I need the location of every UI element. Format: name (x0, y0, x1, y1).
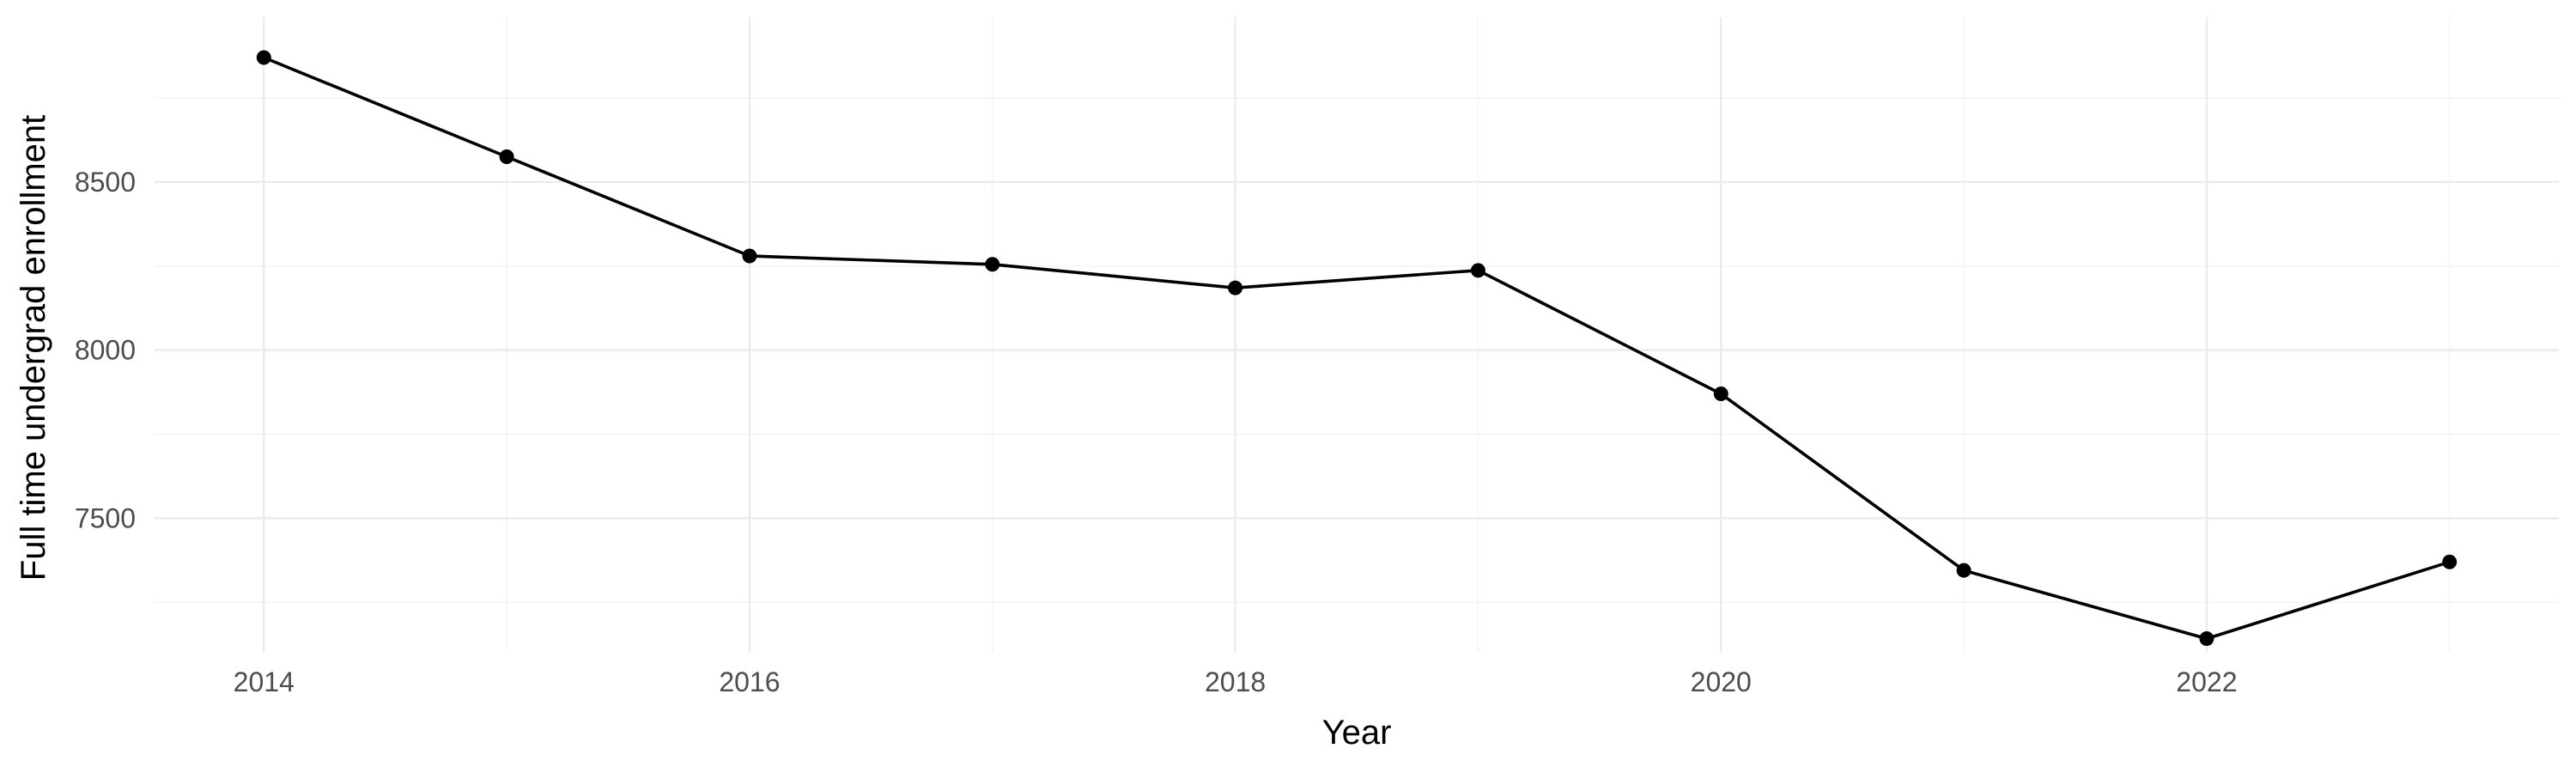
x-axis-tick-labels: 2014 2016 2018 2020 2022 (234, 666, 2238, 697)
data-point (1713, 386, 1728, 402)
y-tick-label: 8000 (75, 335, 136, 366)
y-axis-tick-labels: 7500 8000 8500 (75, 167, 136, 534)
data-point (985, 257, 1000, 272)
data-point (2199, 631, 2215, 647)
data-point (499, 149, 514, 164)
x-tick-label: 2014 (234, 666, 295, 697)
x-tick-label: 2022 (2176, 666, 2237, 697)
x-axis-title: Year (1322, 714, 1392, 752)
data-point (742, 248, 757, 264)
x-tick-label: 2020 (1691, 666, 1752, 697)
data-point (256, 50, 271, 65)
y-axis-title: Full time undergrad enrollment (15, 115, 52, 581)
data-point (1956, 563, 1971, 578)
data-point (1228, 280, 1243, 295)
y-tick-label: 7500 (75, 502, 136, 533)
data-point (2442, 554, 2458, 569)
y-tick-label: 8500 (75, 167, 136, 198)
x-tick-label: 2016 (719, 666, 780, 697)
series-layer (263, 56, 2451, 641)
data-points (256, 50, 2458, 647)
x-tick-label: 2018 (1205, 666, 1266, 697)
series-line (263, 56, 2451, 641)
major-gridlines (155, 17, 2559, 653)
data-point (1470, 263, 1485, 278)
minor-gridlines (155, 17, 2559, 653)
